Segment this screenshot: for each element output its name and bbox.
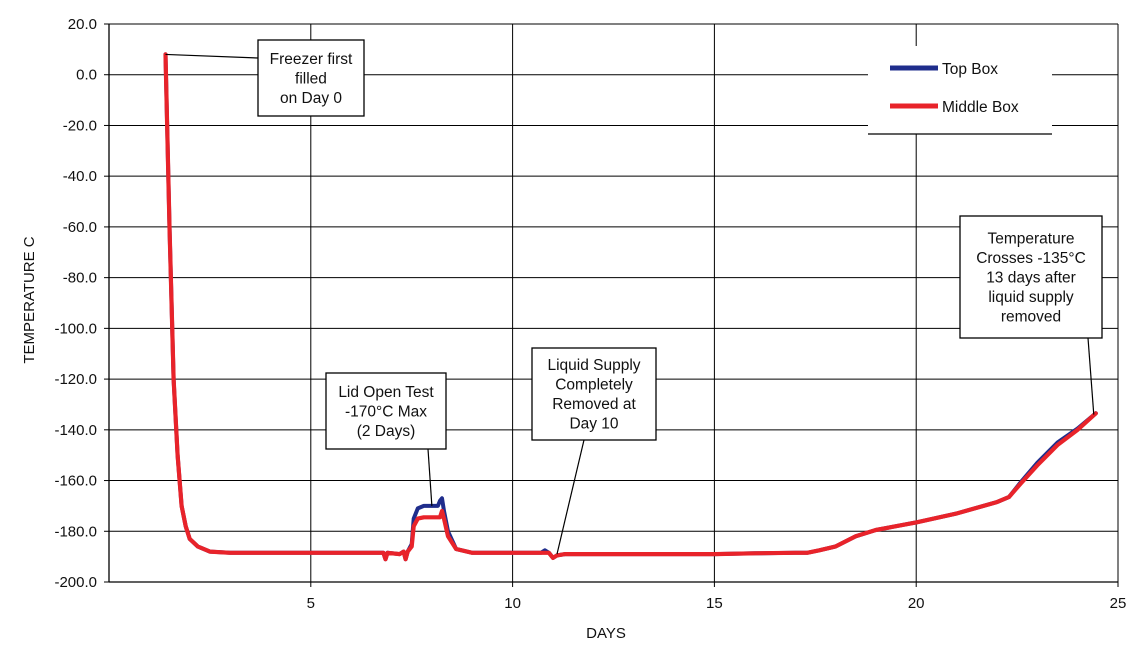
x-tick-label: 20: [908, 595, 925, 612]
annotation-text: removed: [1001, 308, 1061, 325]
y-tick-label: -180.0: [54, 523, 97, 540]
annotation-text: Completely: [555, 377, 633, 394]
legend-label: Top Box: [942, 61, 998, 78]
annotation-frame: [325, 372, 447, 450]
legend-background: [868, 46, 1052, 134]
annotations: Freezer first filled on Day 0 Lid Open Test…: [165, 39, 1103, 555]
annotation-text: Day 10: [569, 416, 618, 433]
y-tick-label: -200.0: [54, 574, 97, 591]
annotation-text: Lid Open Test: [338, 384, 434, 401]
x-tick-labels: 5 10 15 20 25: [307, 595, 1127, 612]
annotation-box: Temperature Crosses -135°C 13 days after li…: [959, 215, 1103, 415]
annotation-box: Lid Open Test -170°C Max (2 Days): [325, 372, 447, 506]
y-tick-label: -140.0: [54, 422, 97, 439]
y-tick-label: -160.0: [54, 473, 97, 490]
annotation-leader-line: [427, 448, 433, 506]
annotation-text: 13 days after: [986, 269, 1076, 286]
x-tick-label: 25: [1110, 595, 1127, 612]
annotation-frame: [959, 215, 1103, 339]
annotation-leader-line: [556, 439, 585, 555]
axes: [104, 23, 1119, 587]
annotation-text: (2 Days): [357, 423, 416, 440]
annotation-frame: [531, 347, 657, 441]
annotation-text: liquid supply: [988, 289, 1074, 306]
annotation-text: Freezer first: [270, 51, 353, 68]
y-tick-label: 20.0: [68, 16, 97, 33]
annotation-text: Removed at: [552, 396, 636, 413]
y-tick-label: 0.0: [76, 67, 97, 84]
y-tick-labels: 20.0 0.0 -20.0 -40.0 -60.0 -80.0 -100.0 -120.0 -…: [54, 16, 97, 591]
y-tick-label: -40.0: [63, 168, 97, 185]
x-tick-label: 5: [307, 595, 315, 612]
annotation-leader-line: [1087, 337, 1095, 415]
annotation-box: Liquid Supply Completely Removed at Day 10: [531, 347, 657, 555]
annotation-box: Freezer first filled on Day 0: [165, 39, 365, 117]
annotation-leader-line: [165, 53, 259, 59]
series-line-middle-box: [163, 52, 1098, 562]
annotation-text: on Day 0: [280, 90, 342, 107]
legend-label: Middle Box: [942, 99, 1019, 116]
annotation-text: Liquid Supply: [547, 357, 640, 374]
x-tick-label: 15: [706, 595, 723, 612]
annotation-text: Temperature: [987, 230, 1074, 247]
annotation-text: Crosses -135°C: [976, 250, 1086, 267]
x-tick-label: 10: [504, 595, 521, 612]
x-axis-title: DAYS: [586, 625, 626, 642]
y-axis-title: TEMPERATURE C: [21, 236, 38, 363]
y-tick-label: -60.0: [63, 219, 97, 236]
y-tick-label: -120.0: [54, 371, 97, 388]
y-tick-label: -20.0: [63, 117, 97, 134]
annotation-text: filled: [295, 70, 327, 87]
annotation-text: -170°C Max: [345, 403, 427, 420]
legend: Top Box Middle Box: [868, 46, 1052, 135]
series-lines: [163, 52, 1098, 562]
y-tick-label: -80.0: [63, 270, 97, 287]
y-tick-label: -100.0: [54, 320, 97, 337]
annotation-frame: [257, 39, 365, 117]
